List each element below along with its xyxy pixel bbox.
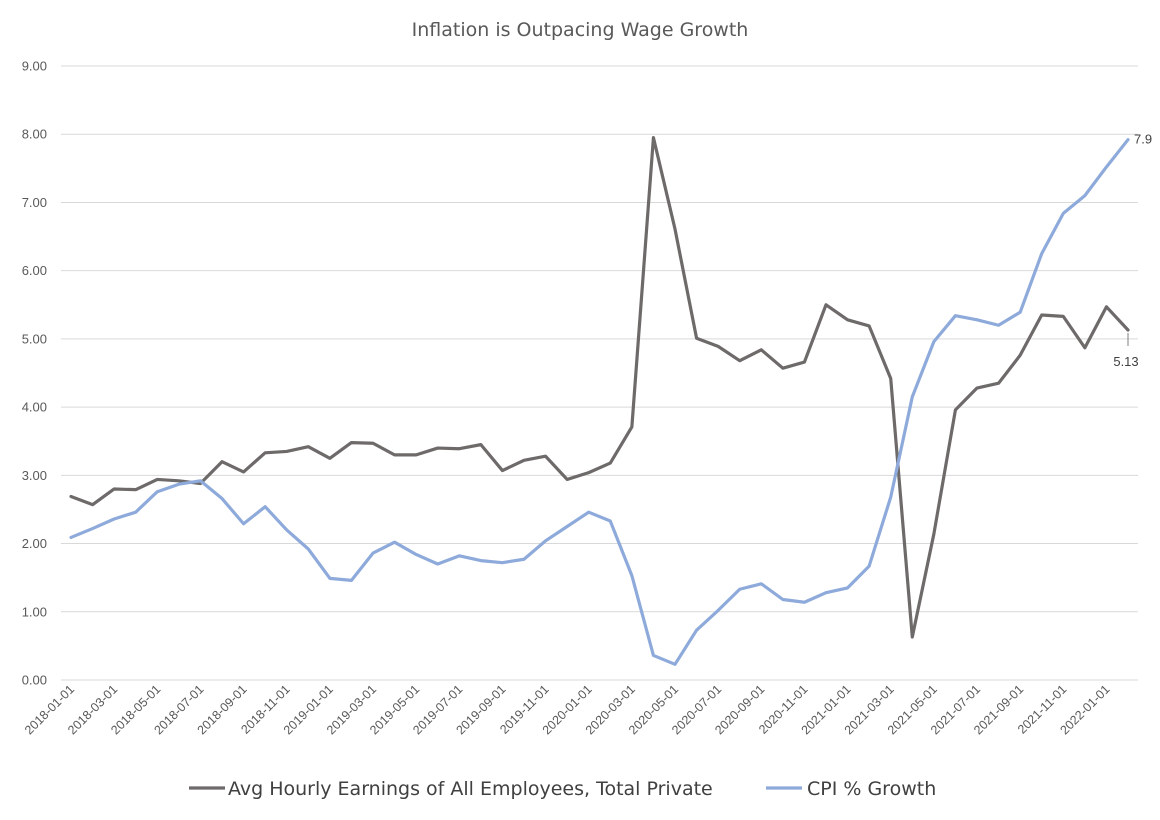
y-tick-label: 6.00 — [22, 263, 47, 278]
y-tick-label: 1.00 — [22, 604, 47, 619]
data-labels: 5.13 7.9 — [1113, 132, 1152, 369]
series-lines — [69, 136, 1130, 666]
series-line-2 — [69, 138, 1130, 666]
y-tick-label: 4.00 — [22, 400, 47, 415]
y-tick-label: 7.00 — [22, 195, 47, 210]
y-tick-label: 5.00 — [22, 331, 47, 346]
y-tick-label: 0.00 — [22, 673, 47, 688]
y-tick-label: 8.00 — [22, 127, 47, 142]
chart-title: Inflation is Outpacing Wage Growth — [412, 19, 749, 41]
legend: Avg Hourly Earnings of All Employees, To… — [189, 778, 936, 800]
y-tick-label: 3.00 — [22, 468, 47, 483]
legend-label-1: Avg Hourly Earnings of All Employees, To… — [228, 778, 713, 800]
y-tick-label: 9.00 — [22, 59, 47, 74]
x-axis-tick-labels: 2018-01-012018-03-012018-05-012018-07-01… — [22, 682, 1113, 737]
legend-label-2: CPI % Growth — [807, 778, 936, 800]
data-label-cpi-end: 7.9 — [1134, 132, 1152, 147]
gridlines — [61, 65, 1138, 681]
series-line-1 — [69, 136, 1130, 639]
data-label-wage-end: 5.13 — [1113, 354, 1138, 369]
y-tick-label: 2.00 — [22, 536, 47, 551]
y-axis-tick-labels: 0.00 1.00 2.00 3.00 4.00 5.00 6.00 7.00 8.00 9.00 — [22, 59, 47, 688]
